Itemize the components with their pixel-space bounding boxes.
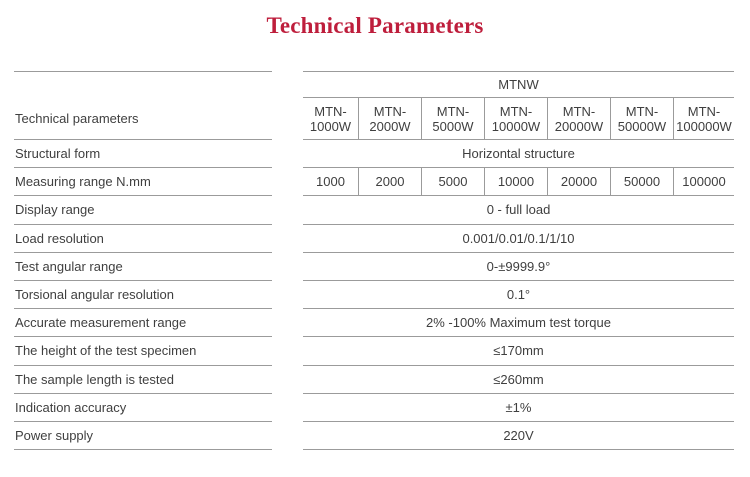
param-label: Structural form (14, 140, 272, 169)
param-value: ≤170mm (303, 337, 734, 366)
technical-parameters-table: MTNW Technical parameters MTN-1000W MTN-… (14, 71, 734, 451)
column-gap (272, 422, 303, 450)
range-value-cell: 100000 (673, 168, 734, 197)
model-header-cell: MTN-100000W (673, 98, 734, 140)
param-row-test-angular-range: Test angular range 0-±9999.9° (14, 253, 734, 281)
param-row-accurate-measurement-range: Accurate measurement range 2% -100% Maxi… (14, 309, 734, 338)
column-gap (272, 309, 303, 337)
range-value-cell: 10000 (484, 168, 547, 197)
param-value: 220V (303, 422, 734, 451)
column-gap (272, 196, 303, 224)
param-row-measuring-range: Measuring range N.mm 1000 2000 5000 1000… (14, 168, 734, 197)
column-gap (272, 394, 303, 422)
column-gap (272, 253, 303, 281)
param-row-torsional-angular-resolution: Torsional angular resolution 0.1° (14, 281, 734, 310)
model-header-cell: MTN-50000W (610, 98, 673, 140)
model-header-cell: MTN-2000W (358, 98, 421, 140)
param-label: Display range (14, 196, 272, 225)
param-label: Torsional angular resolution (14, 281, 272, 310)
param-value: 0-±9999.9° (303, 253, 734, 281)
column-gap (272, 140, 303, 168)
param-value: 2% -100% Maximum test torque (303, 309, 734, 338)
param-label: The height of the test specimen (14, 337, 272, 366)
param-value: ≤260mm (303, 366, 734, 394)
column-gap (272, 98, 303, 140)
range-value-cell: 5000 (421, 168, 484, 197)
model-header-row: Technical parameters MTN-1000W MTN-2000W… (14, 98, 734, 140)
param-label: Load resolution (14, 225, 272, 253)
range-value-cell: 2000 (358, 168, 421, 197)
column-gap (272, 168, 303, 196)
param-row-structural-form: Structural form Horizontal structure (14, 140, 734, 169)
model-header-cell: MTN-1000W (303, 98, 358, 140)
param-row-indication-accuracy: Indication accuracy ±1% (14, 394, 734, 422)
param-value: 0 - full load (303, 196, 734, 225)
column-gap (272, 366, 303, 394)
param-label: Indication accuracy (14, 394, 272, 422)
page-title: Technical Parameters (266, 13, 484, 38)
column-gap (272, 281, 303, 309)
param-row-specimen-height: The height of the test specimen ≤170mm (14, 337, 734, 366)
model-header-cell: MTN-5000W (421, 98, 484, 140)
param-value: 0.001/0.01/0.1/1/10 (303, 225, 734, 253)
group-header-row: MTNW (14, 71, 734, 98)
param-row-load-resolution: Load resolution 0.001/0.01/0.1/1/10 (14, 225, 734, 253)
param-value: 0.1° (303, 281, 734, 310)
param-label: Measuring range N.mm (14, 168, 272, 197)
model-header-cell: MTN-20000W (547, 98, 610, 140)
param-label: The sample length is tested (14, 366, 272, 394)
range-value-cell: 20000 (547, 168, 610, 197)
column-gap (272, 71, 303, 98)
param-value: Horizontal structure (303, 140, 734, 169)
param-label: Power supply (14, 422, 272, 451)
param-label: Accurate measurement range (14, 309, 272, 338)
corner-header-label: Technical parameters (14, 98, 272, 140)
column-gap (272, 225, 303, 253)
param-row-sample-length: The sample length is tested ≤260mm (14, 366, 734, 394)
series-header: MTNW (303, 71, 734, 98)
param-label: Test angular range (14, 253, 272, 281)
model-header-cell: MTN-10000W (484, 98, 547, 140)
param-row-power-supply: Power supply 220V (14, 422, 734, 451)
corner-header-top (14, 71, 272, 98)
param-value: ±1% (303, 394, 734, 422)
param-row-display-range: Display range 0 - full load (14, 196, 734, 225)
column-gap (272, 337, 303, 365)
range-value-cell: 1000 (303, 168, 358, 197)
range-value-cell: 50000 (610, 168, 673, 197)
